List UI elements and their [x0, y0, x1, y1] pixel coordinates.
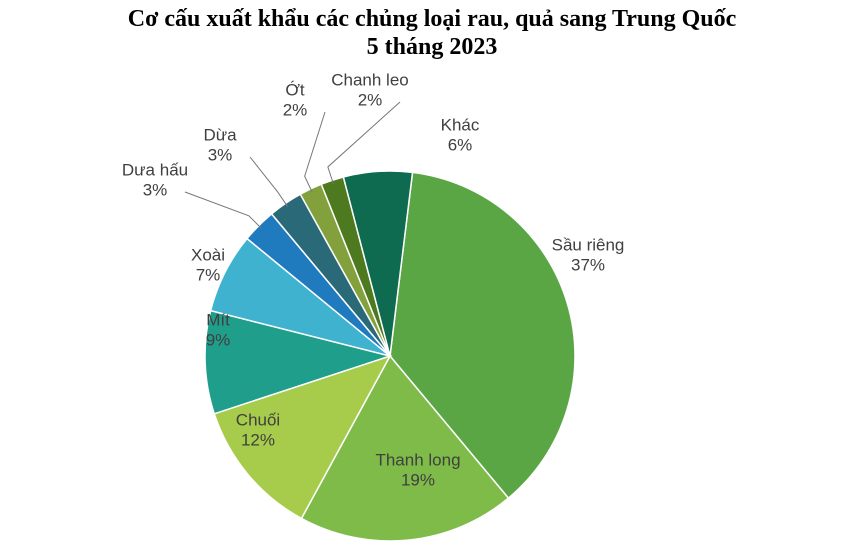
slice-label: Xoài 7%	[191, 246, 225, 285]
slice-label: Dưa hấu 3%	[122, 161, 188, 200]
slice-label: Sầu riêng 37%	[552, 236, 625, 275]
slice-label: Mít 9%	[206, 311, 231, 350]
leader-line	[305, 112, 325, 192]
leader-line	[250, 157, 288, 206]
leader-line	[185, 192, 261, 228]
slice-label: Khác 6%	[441, 116, 480, 155]
pie-chart: Sầu riêng 37% Thanh long 19% Chuối 12% Mít …	[0, 61, 864, 555]
slice-label: Chuối 12%	[236, 411, 280, 450]
slice-label: Chanh leo 2%	[331, 71, 409, 110]
title-line-1: Cơ cấu xuất khẩu các chủng loại rau, quả…	[128, 6, 737, 32]
slice-label: Dừa 3%	[203, 126, 236, 165]
slice-label: Ớt 2%	[283, 81, 308, 120]
chart-title: Cơ cấu xuất khẩu các chủng loại rau, quả…	[0, 0, 864, 61]
title-line-2: 5 tháng 2023	[367, 34, 498, 60]
slice-label: Thanh long 19%	[375, 451, 460, 490]
